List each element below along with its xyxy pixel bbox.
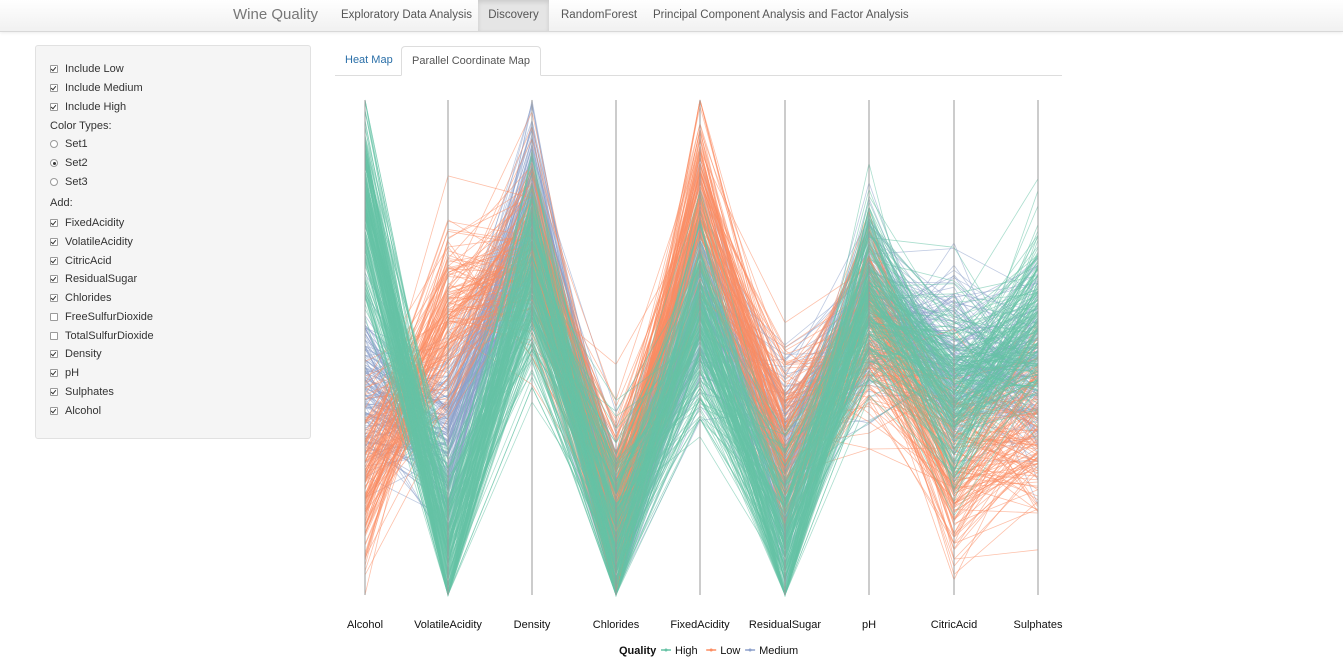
checkbox-label: ResidualSugar: [65, 273, 138, 285]
checkbox-label: pH: [65, 367, 80, 379]
axis-label: ResidualSugar: [749, 619, 821, 631]
axis-label: Sulphates: [1014, 619, 1063, 631]
add-chlorides-checkbox[interactable]: Chlorides: [50, 290, 111, 306]
include-high-checkbox[interactable]: Include High: [50, 99, 126, 115]
legend-swatch-dot: [664, 648, 668, 652]
checkbox-label: Density: [65, 348, 102, 360]
legend-title: Quality: [619, 645, 657, 657]
add-label: Add:: [50, 197, 73, 209]
axis-label: Alcohol: [347, 619, 383, 631]
checkbox-label: Chlorides: [65, 292, 112, 304]
checkbox-label: Sulphates: [65, 386, 114, 398]
radio-icon[interactable]: [50, 159, 58, 167]
brand-title[interactable]: Wine Quality: [233, 6, 319, 23]
checkbox-icon[interactable]: [50, 257, 58, 265]
checkbox-label: FixedAcidity: [65, 217, 125, 229]
nav-discovery[interactable]: Discovery: [478, 0, 549, 31]
color-set3-radio[interactable]: Set3: [50, 174, 88, 190]
add-freesulfurdioxide-checkbox[interactable]: FreeSulfurDioxide: [50, 309, 153, 325]
axis-label: CitricAcid: [931, 619, 977, 631]
add-sulphates-checkbox[interactable]: Sulphates: [50, 384, 114, 400]
checkbox-label: VolatileAcidity: [65, 236, 133, 248]
color-types-label: Color Types:: [50, 120, 112, 132]
parallel-coordinate-chart: Alcohol VolatileAcidity Density Chlorides Fi…: [347, 99, 1063, 657]
radio-icon[interactable]: [50, 178, 58, 186]
checkbox-label: Alcohol: [65, 405, 102, 417]
axis-label: Chlorides: [593, 619, 640, 631]
checkbox-icon[interactable]: [50, 350, 58, 358]
checkbox-label: Include High: [65, 101, 127, 113]
legend-entry-low[interactable]: Low: [720, 645, 740, 657]
tab-parallel-coordinate-map[interactable]: Parallel Coordinate Map: [401, 46, 542, 76]
top-navbar: Wine Quality Exploratory Data Analysis D…: [0, 0, 1343, 32]
checkbox-icon[interactable]: [50, 275, 58, 283]
nav-randomforest[interactable]: RandomForest: [561, 9, 638, 21]
add-ph-checkbox[interactable]: pH: [50, 365, 79, 381]
tab-heat-map[interactable]: Heat Map: [345, 54, 393, 66]
nav-exploratory-data-analysis[interactable]: Exploratory Data Analysis: [341, 9, 473, 21]
checkbox-label: CitricAcid: [65, 255, 112, 267]
add-citricacid-checkbox[interactable]: CitricAcid: [50, 253, 111, 269]
checkbox-icon[interactable]: [50, 313, 58, 321]
polyline-layer: [364, 99, 1039, 597]
checkbox-icon[interactable]: [50, 332, 58, 340]
include-medium-checkbox[interactable]: Include Medium: [50, 80, 143, 96]
checkbox-icon[interactable]: [50, 294, 58, 302]
add-density-checkbox[interactable]: Density: [50, 346, 102, 362]
include-low-checkbox[interactable]: Include Low: [50, 61, 124, 77]
checkbox-label: TotalSulfurDioxide: [65, 330, 154, 342]
color-set1-radio[interactable]: Set1: [50, 136, 88, 152]
nav-pca-factor-analysis[interactable]: Principal Component Analysis and Factor …: [653, 9, 909, 21]
checkbox-label: FreeSulfurDioxide: [65, 311, 154, 323]
chart-tabs: Heat Map Parallel Coordinate Map: [335, 46, 1062, 76]
add-alcohol-checkbox[interactable]: Alcohol: [50, 403, 101, 419]
legend-entry-high[interactable]: High: [675, 645, 698, 657]
radio-label: Set3: [65, 176, 88, 188]
axis-label: Density: [514, 619, 551, 631]
color-set2-radio[interactable]: Set2: [50, 155, 88, 171]
radio-label: Set2: [65, 157, 88, 169]
legend-swatch-dot: [709, 648, 713, 652]
checkbox-icon[interactable]: [50, 369, 58, 377]
checkbox-icon[interactable]: [50, 407, 58, 415]
legend: Quality High Low Medium: [619, 645, 798, 657]
controls-panel: Include Low Include Medium Include High …: [35, 45, 311, 439]
axis-label: pH: [862, 619, 876, 631]
radio-label: Set1: [65, 138, 88, 150]
checkbox-icon[interactable]: [50, 103, 58, 111]
checkbox-label: Include Medium: [65, 82, 143, 94]
add-totalsulfurdioxide-checkbox[interactable]: TotalSulfurDioxide: [50, 328, 154, 344]
legend-entry-medium[interactable]: Medium: [759, 645, 798, 657]
checkbox-icon[interactable]: [50, 238, 58, 246]
add-residualsugar-checkbox[interactable]: ResidualSugar: [50, 271, 137, 287]
add-fixedacidity-checkbox[interactable]: FixedAcidity: [50, 215, 124, 231]
add-volatileacidity-checkbox[interactable]: VolatileAcidity: [50, 234, 133, 250]
checkbox-icon[interactable]: [50, 388, 58, 396]
checkbox-icon[interactable]: [50, 65, 58, 73]
axis-label: FixedAcidity: [670, 619, 730, 631]
radio-icon[interactable]: [50, 140, 58, 148]
checkbox-label: Include Low: [65, 63, 124, 75]
checkbox-icon[interactable]: [50, 84, 58, 92]
legend-swatch-dot: [748, 648, 752, 652]
axes-layer: Alcohol VolatileAcidity Density Chlorides Fi…: [347, 100, 1063, 631]
axis-label: VolatileAcidity: [414, 619, 482, 631]
checkbox-icon[interactable]: [50, 219, 58, 227]
